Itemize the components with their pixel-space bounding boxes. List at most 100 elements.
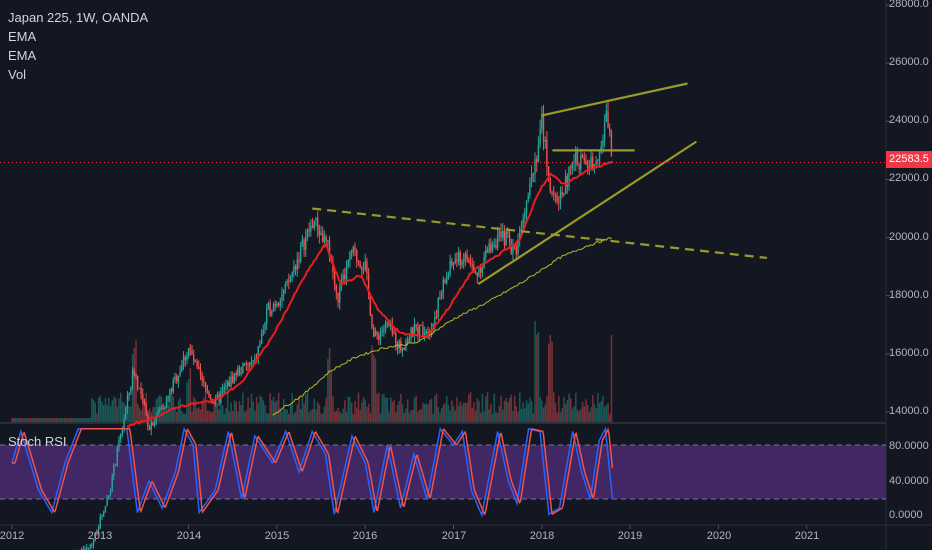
volume-bar	[208, 410, 210, 422]
volume-bar	[108, 397, 110, 422]
candle-body	[145, 404, 147, 415]
candle-body	[530, 173, 533, 183]
candle-body	[525, 200, 528, 213]
candle-body	[325, 236, 327, 241]
candle-body	[276, 303, 278, 306]
volume-bar	[361, 402, 363, 422]
candle-body	[520, 228, 523, 230]
candle-body	[352, 247, 355, 253]
volume-bar	[327, 359, 329, 422]
candle-body	[366, 261, 368, 274]
stoch-rsi-title[interactable]: Stoch RSI	[8, 434, 67, 449]
trendlines[interactable]	[0, 82, 886, 286]
volume-bar	[383, 393, 385, 422]
candle-body	[255, 357, 258, 359]
volume-bar	[479, 412, 482, 422]
volume-bar	[50, 418, 52, 422]
volume-bar	[221, 405, 224, 422]
candle-body	[547, 166, 550, 178]
volume-bar	[461, 405, 463, 422]
volume-bar	[396, 404, 399, 422]
rsi-band-fill	[0, 445, 886, 499]
volume-bar	[308, 412, 310, 422]
volume-bar	[130, 406, 132, 422]
legend-ema-slow[interactable]: EMA	[8, 48, 37, 63]
volume-bar	[303, 403, 305, 422]
volume-bar	[517, 411, 519, 422]
candle-body	[250, 362, 253, 364]
volume-bar	[339, 411, 341, 422]
candle-body	[204, 382, 207, 388]
volume-bar	[568, 393, 570, 422]
candle-body	[305, 236, 307, 250]
candle-body	[181, 365, 183, 372]
volume-bar	[593, 404, 596, 422]
candle-body	[532, 173, 535, 175]
candle-body	[140, 388, 142, 395]
candle-body	[536, 159, 538, 163]
time-tick-label: 2014	[176, 530, 202, 542]
volume-bar	[153, 407, 156, 422]
volume-bar	[232, 411, 234, 422]
volume-bar	[471, 407, 473, 422]
volume-bar	[398, 400, 400, 422]
volume-bar	[254, 410, 256, 422]
trendline	[477, 140, 697, 286]
symbol-title[interactable]: Japan 225, 1W, OANDA	[8, 10, 149, 25]
candle-body	[92, 540, 95, 545]
volume-bar	[440, 408, 443, 422]
volume-bar	[181, 411, 183, 422]
volume-bar	[87, 418, 90, 422]
candle-body	[97, 527, 100, 534]
candle-body	[515, 246, 518, 255]
volume-bar	[447, 405, 450, 422]
candle-body	[517, 240, 519, 255]
volume-bar	[456, 396, 458, 422]
candle-body	[481, 268, 484, 273]
candle-body	[452, 263, 455, 265]
candle-body	[602, 139, 604, 147]
candle-body	[434, 316, 436, 324]
candle-body	[369, 293, 371, 315]
current-price-tag: 22583.5	[886, 151, 932, 168]
time-tick-label: 2019	[617, 530, 643, 542]
candle-body	[203, 380, 205, 383]
candle-body	[152, 422, 154, 426]
volume-bar	[299, 409, 302, 422]
volume-bar	[63, 418, 66, 422]
legend-ema-fast[interactable]: EMA	[8, 29, 37, 44]
candle-body	[308, 229, 310, 232]
volume-bar	[381, 394, 383, 422]
volume-bar	[23, 418, 25, 422]
volume-bar	[182, 413, 185, 422]
candle-body	[406, 340, 409, 342]
ema-lines	[126, 160, 614, 428]
candle-body	[301, 239, 304, 246]
volume-bar	[65, 418, 68, 422]
volume-bar	[255, 397, 258, 422]
candle-body	[332, 262, 334, 273]
candle-body	[372, 327, 375, 337]
volume-bar	[597, 392, 599, 422]
candle-body	[138, 388, 141, 390]
candle-body	[381, 331, 383, 333]
volume-bar	[330, 370, 333, 422]
volume-bar	[344, 400, 346, 422]
candle-body	[583, 157, 585, 161]
volume-bar	[389, 397, 392, 422]
volume-bar	[610, 334, 613, 422]
candle-body	[282, 289, 285, 295]
volume-bar	[269, 393, 271, 422]
volume-bar	[369, 412, 372, 422]
volume-bar	[435, 393, 438, 422]
candle-body	[99, 516, 101, 528]
volume-bar	[72, 418, 74, 422]
volume-bar	[412, 409, 414, 422]
volume-bar	[282, 399, 285, 422]
volume-bar	[354, 401, 356, 422]
volume-bar	[249, 407, 251, 422]
candle-body	[425, 331, 428, 334]
stoch-rsi-d-line	[12, 427, 614, 516]
legend-volume[interactable]: Vol	[8, 67, 27, 82]
